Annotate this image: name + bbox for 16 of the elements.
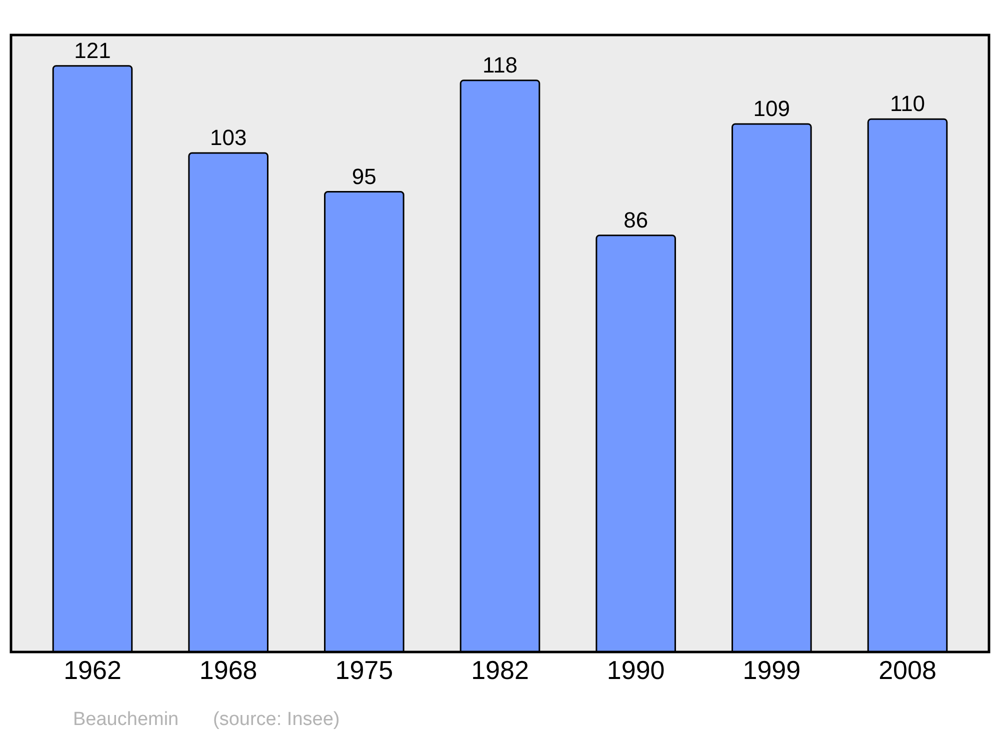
data-label: 118	[482, 52, 518, 78]
data-label: 103	[210, 125, 247, 150]
data-label: 86	[624, 207, 648, 232]
data-label: 110	[890, 91, 926, 116]
x-tick-label: 1968	[199, 655, 258, 685]
x-tick-label: 1962	[64, 655, 122, 685]
text: Beauchemin	[73, 709, 179, 730]
data-label: 109	[753, 96, 790, 121]
x-tick-label: 1982	[471, 655, 529, 685]
x-tick-label: 1975	[335, 655, 394, 685]
x-tick-label: 1990	[606, 655, 665, 685]
x-tick-label: 1999	[742, 655, 801, 685]
data-label: 121	[74, 38, 111, 63]
data-label: 95	[352, 164, 376, 189]
text: (source: Insee)	[213, 709, 340, 730]
x-tick-label: 2008	[878, 655, 936, 685]
